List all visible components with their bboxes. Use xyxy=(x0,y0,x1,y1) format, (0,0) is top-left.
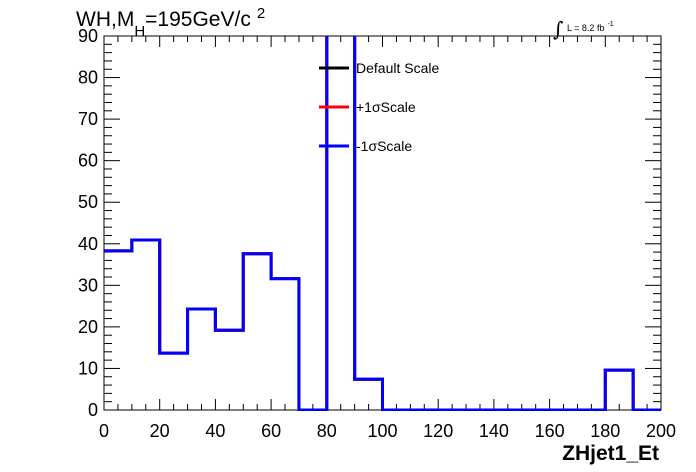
x-tick-label: 0 xyxy=(99,421,109,441)
legend-label: -1σScale xyxy=(356,138,412,154)
legend-label: Default Scale xyxy=(356,60,439,76)
x-tick-label: 20 xyxy=(150,421,170,441)
x-tick-label: 100 xyxy=(367,421,397,441)
x-tick-label: 200 xyxy=(646,421,676,441)
y-tick-label: 90 xyxy=(78,26,98,46)
x-tick-label: 80 xyxy=(317,421,337,441)
x-axis: 0 20 40 60 80 100 120 140 160 180 200 xyxy=(99,36,676,441)
x-axis-label: ZHjet1_Et xyxy=(562,442,659,465)
y-tick-label: 20 xyxy=(78,317,98,337)
x-tick-label: 40 xyxy=(205,421,225,441)
y-tick-label: 70 xyxy=(78,109,98,129)
x-tick-label: 140 xyxy=(479,421,509,441)
luminosity-annotation: ∫ L = 8.2 fb -1 xyxy=(553,17,614,41)
y-tick-label: 10 xyxy=(78,358,98,378)
legend-label: +1σScale xyxy=(356,99,416,115)
series-layer xyxy=(104,36,661,411)
y-tick-label: 40 xyxy=(78,234,98,254)
legend: Default Scale +1σScale -1σScale xyxy=(319,60,439,154)
y-tick-label: 0 xyxy=(88,400,98,420)
luminosity-label: L = 8.2 fb -1 xyxy=(567,21,614,33)
x-tick-label: 180 xyxy=(590,421,620,441)
series-line-2 xyxy=(104,36,661,411)
y-tick-label: 50 xyxy=(78,192,98,212)
x-tick-label: 160 xyxy=(535,421,565,441)
integral-symbol: ∫ xyxy=(553,17,563,41)
y-tick-label: 30 xyxy=(78,275,98,295)
x-tick-label: 60 xyxy=(261,421,281,441)
chart-title: WH,MH=195GeV/c 2 xyxy=(76,5,265,40)
x-tick-label: 120 xyxy=(423,421,453,441)
y-axis: 0 10 20 30 40 50 60 70 80 90 xyxy=(78,26,661,420)
y-tick-label: 60 xyxy=(78,151,98,171)
y-tick-label: 80 xyxy=(78,68,98,88)
